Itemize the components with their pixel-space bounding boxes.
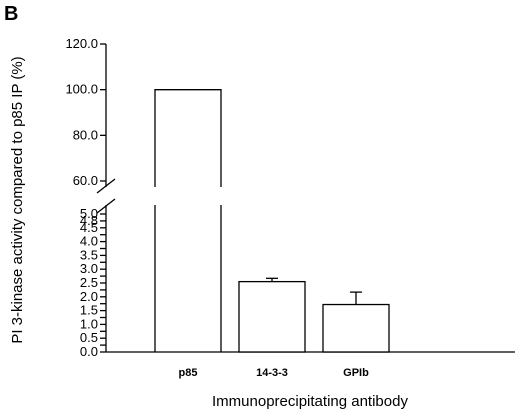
x-tick-label: 14-3-3 [256, 367, 288, 379]
bar-GPIb [322, 303, 390, 353]
y-tick-label: 60.0 [73, 173, 98, 188]
y-tick-label: 3.5 [80, 247, 98, 262]
x-axis-title: Immunoprecipitating antibody [212, 393, 408, 410]
y-tick-label: 2.5 [80, 275, 98, 290]
y-tick-label: 4.8 [80, 213, 98, 228]
y-tick-label: 0.5 [80, 330, 98, 345]
y-tick-label: 5.0 [80, 206, 98, 221]
y-axis-title: PI 3-kinase activity compared to p85 IP … [9, 56, 26, 343]
panel-label: B [4, 3, 18, 25]
y-tick-label: 1.0 [80, 316, 98, 331]
y-tick-label: 120.0 [65, 36, 98, 51]
axis-break-mark [96, 178, 116, 194]
y-tick-label: 80.0 [73, 127, 98, 142]
x-tick-label: GPIb [343, 367, 369, 379]
y-tick-label: 100.0 [65, 82, 98, 97]
axis-break-mark [96, 198, 116, 214]
bar-14-3-3 [238, 280, 306, 353]
y-tick-label: 2.0 [80, 289, 98, 304]
y-tick-label: 1.5 [80, 303, 98, 318]
chart-marks: 0.00.51.01.52.02.53.03.54.04.54.85.0 60.0… [65, 36, 515, 379]
y-tick-label: 4.5 [80, 220, 98, 235]
y-tick-label: 3.0 [80, 261, 98, 276]
y-tick-label: 0.0 [80, 344, 98, 359]
y-tick-label: 4.0 [80, 234, 98, 249]
bar-p85 [154, 89, 222, 187]
x-tick-label: p85 [179, 367, 198, 379]
